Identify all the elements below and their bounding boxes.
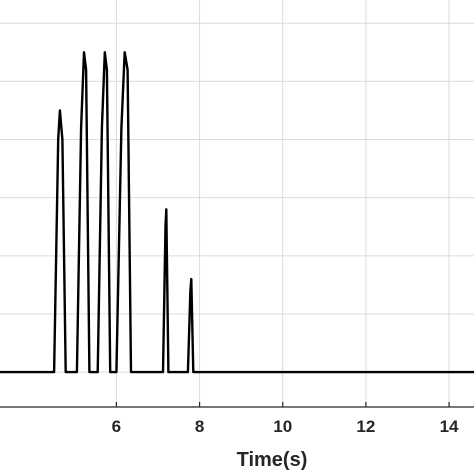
grid-lines [0,0,474,407]
x-tick-label-0: 6 [112,417,121,436]
series-layer [0,51,474,374]
x-tick-label-3: 12 [356,417,375,436]
x-axis-ticks: 6 8 10 12 14 [112,402,459,436]
x-tick-label-1: 8 [195,417,204,436]
x-axis-title: Time(s) [237,449,308,471]
x-tick-label-2: 10 [273,417,292,436]
x-tick-label-4: 14 [440,417,459,436]
series-line-0 [0,51,474,374]
